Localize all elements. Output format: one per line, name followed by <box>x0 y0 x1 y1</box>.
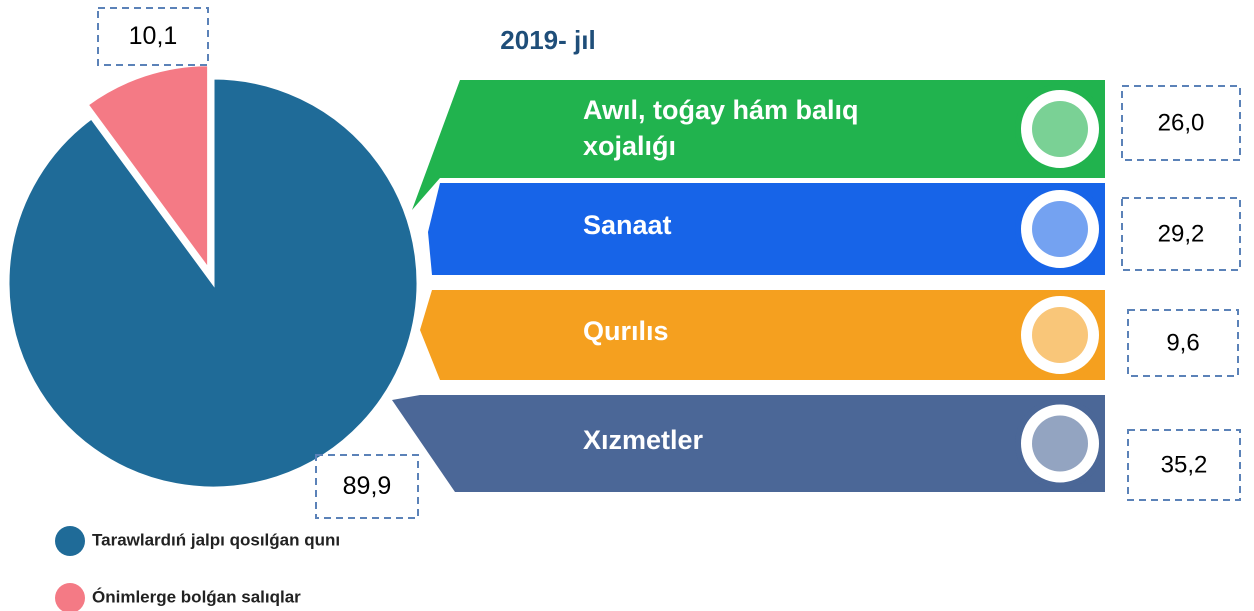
legend-swatch <box>55 526 85 556</box>
value-label: 35,2 <box>1161 451 1208 478</box>
sector-label: Sanaat <box>583 210 672 240</box>
sector-ribbon <box>420 290 1105 380</box>
value-box <box>1127 309 1239 377</box>
sector-icon-inner <box>1032 201 1088 257</box>
sector-ribbon <box>428 183 1105 275</box>
legend-label: Ónimlerge bolǵan salıqlar <box>92 587 301 606</box>
pie-slice <box>6 76 420 490</box>
sector-ribbon <box>412 80 1105 210</box>
sector-ribbon <box>392 395 1105 492</box>
legend-swatch <box>55 583 85 611</box>
value-box <box>315 454 419 519</box>
sector-label: Qurılıs <box>583 316 669 346</box>
value-label: 26,0 <box>1158 109 1205 136</box>
sector-icon-inner <box>1032 101 1088 157</box>
sector-label: Awıl, toǵay hám balıq xojalıǵı <box>583 95 859 161</box>
chart-title: 2019- jıl <box>500 25 595 55</box>
value-label: 9,6 <box>1166 329 1199 356</box>
sector-icon-inner <box>1032 307 1088 363</box>
sector-label: Xızmetler <box>583 424 704 455</box>
value-label: 89,9 <box>343 472 392 500</box>
value-label: 29,2 <box>1158 220 1205 247</box>
legend-label: Tarawlardıń jalpı qosılǵan qunı <box>92 530 340 549</box>
value-box <box>97 7 209 66</box>
sector-icon-inner <box>1032 415 1088 472</box>
value-box <box>1127 429 1241 501</box>
value-label: 10,1 <box>129 22 178 50</box>
